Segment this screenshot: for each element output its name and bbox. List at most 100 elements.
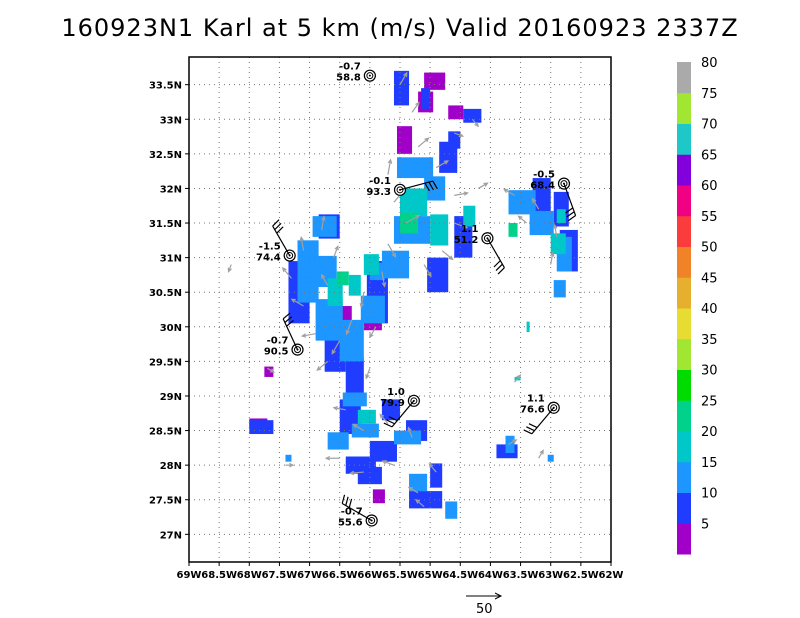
wind-speed-cell xyxy=(424,72,446,90)
wind-barb xyxy=(563,183,577,222)
wind-arrow xyxy=(331,340,341,355)
colorbar-label: 20 xyxy=(701,425,718,440)
wind-speed-cell xyxy=(348,274,361,296)
wind-arrow xyxy=(428,462,437,473)
wind-barb xyxy=(399,180,438,192)
lat-tick-label: 28.5N xyxy=(149,427,182,438)
wind-speed-cell xyxy=(421,88,431,109)
colorbar-label: 15 xyxy=(701,456,718,471)
wind-arrow xyxy=(454,222,469,229)
wind-speed-cell xyxy=(430,463,443,488)
lon-tick-label: 66W xyxy=(357,570,382,581)
wind-speed-cell xyxy=(445,501,458,519)
wind-arrow xyxy=(290,298,304,307)
wind-arrow xyxy=(369,326,377,339)
observation-marker: -0.758.8 xyxy=(336,62,376,84)
latitude-axis: 27N 27.5N 28N 28.5N 29N 29.5N 30N 30.5N 31N 31.5N… xyxy=(149,81,189,541)
observation-top-value: -0.5 xyxy=(533,170,555,181)
observation-marker: -0.568.4 xyxy=(530,170,571,192)
wind-arrow xyxy=(285,462,295,468)
wind-speed-cell xyxy=(430,214,449,246)
wind-barb xyxy=(523,407,555,435)
wind-arrow xyxy=(435,160,450,169)
wind-arrow xyxy=(333,245,339,258)
wind-arrow xyxy=(227,264,232,273)
lon-tick-label: 64W xyxy=(478,570,503,581)
wind-arrow xyxy=(538,449,544,459)
wind-arrow xyxy=(517,215,527,224)
wind-arrow xyxy=(478,182,489,189)
lat-tick-label: 27.5N xyxy=(149,496,182,507)
plot-title: 160923N1 Karl at 5 km (m/s) Valid 201609… xyxy=(61,14,739,42)
wind-speed-cell xyxy=(363,254,379,275)
colorbar-swatch xyxy=(677,461,691,493)
wind-arrow xyxy=(387,243,397,258)
station-circle-inner xyxy=(366,72,374,80)
wind-arrow xyxy=(423,264,432,278)
observation-top-value: -0.1 xyxy=(369,176,391,187)
observation-bottom-value: 58.8 xyxy=(336,73,361,84)
lon-tick-label: 62W xyxy=(599,570,624,581)
wind-arrow xyxy=(531,197,540,210)
colorbar-swatch xyxy=(677,277,691,309)
wind-arrow xyxy=(454,191,469,196)
wind-arrow xyxy=(549,251,555,265)
colorbar-swatch xyxy=(677,492,691,524)
wind-arrow xyxy=(407,486,419,494)
station-circle-inner xyxy=(396,186,404,194)
colorbar: 5 10 15 20 25 30 35 40 45 50 55 60 65 70 75 80 xyxy=(677,56,718,555)
lon-tick-label: 65.5W xyxy=(382,570,418,581)
wind-arrow xyxy=(300,333,316,338)
wind-arrow xyxy=(381,271,387,288)
wind-speed-cell xyxy=(463,108,482,123)
observation-bottom-value: 51.2 xyxy=(454,235,479,246)
wind-arrow xyxy=(379,413,389,425)
station-circle-inner xyxy=(410,397,418,405)
station-dot xyxy=(368,74,371,77)
observation-top-value: -1.5 xyxy=(259,242,281,253)
wind-speed-cell xyxy=(547,454,554,462)
wind-barb xyxy=(272,219,291,256)
wind-arrow xyxy=(508,439,518,445)
colorbar-label: 60 xyxy=(701,179,718,194)
lon-tick-label: 69W xyxy=(177,570,202,581)
wind-arrow xyxy=(454,132,465,138)
wind-arrow xyxy=(321,215,326,231)
lat-tick-label: 31N xyxy=(160,254,182,265)
wind-arrow xyxy=(441,250,454,261)
colorbar-swatch xyxy=(677,123,691,155)
colorbar-swatch xyxy=(677,154,691,186)
lon-tick-label: 62.5W xyxy=(563,570,599,581)
lat-tick-label: 28N xyxy=(160,461,182,472)
observation-bottom-value: 90.5 xyxy=(264,347,289,358)
observation-bottom-value: 55.6 xyxy=(338,517,363,528)
colorbar-label: 5 xyxy=(701,517,709,532)
observation-marker: -0.790.5 xyxy=(264,336,304,358)
wind-speed-cell xyxy=(372,489,385,504)
lat-tick-label: 32N xyxy=(160,184,182,195)
wind-speed-cell xyxy=(553,280,566,298)
wind-speed-cell xyxy=(327,278,343,307)
wind-speed-cell xyxy=(393,70,410,106)
lat-tick-label: 33N xyxy=(160,115,182,126)
wind-speed-cell xyxy=(249,420,274,435)
station-circle-inner xyxy=(560,180,568,188)
wind-barb xyxy=(282,312,299,350)
wind-speed-cell xyxy=(439,141,458,173)
lon-tick-label: 68W xyxy=(237,570,262,581)
wind-arrow xyxy=(281,266,292,279)
colorbar-label: 40 xyxy=(701,302,718,317)
colorbar-label: 55 xyxy=(701,210,718,225)
lat-tick-label: 29N xyxy=(160,392,182,403)
wind-arrow xyxy=(417,137,430,148)
observation-bottom-value: 79.9 xyxy=(380,398,405,409)
observation-top-value: 1.1 xyxy=(527,394,545,405)
wind-speed-cell xyxy=(381,399,400,421)
wind-speed-cell xyxy=(342,392,367,407)
wind-speed-cell xyxy=(409,473,428,492)
colorbar-label: 10 xyxy=(701,487,718,502)
lat-tick-label: 32.5N xyxy=(149,150,182,161)
wind-arrow xyxy=(352,423,365,432)
colorbar-label: 75 xyxy=(701,87,718,102)
wind-speed-cell xyxy=(357,466,382,485)
